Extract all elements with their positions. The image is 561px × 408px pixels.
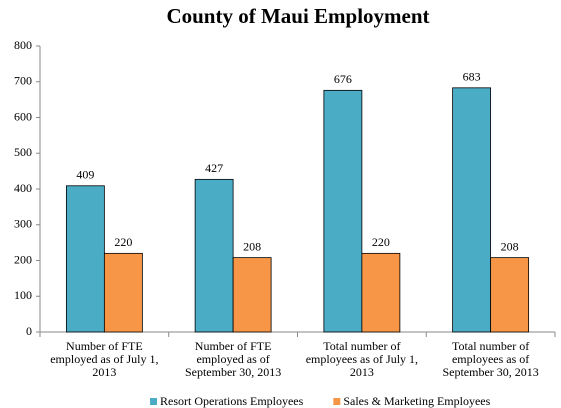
data-label: 208 — [501, 239, 519, 253]
legend-swatch — [150, 398, 157, 405]
data-label: 676 — [334, 72, 352, 86]
data-label: 208 — [243, 239, 261, 253]
x-tick-label: Total number of employees as of July 1, … — [305, 339, 419, 379]
y-tick-label: 800 — [14, 38, 32, 52]
data-label: 409 — [76, 168, 94, 182]
bar — [65, 185, 105, 333]
data-label: 220 — [372, 235, 390, 249]
bar — [490, 257, 530, 333]
y-tick-label: 400 — [14, 181, 32, 195]
legend-label: Resort Operations Employees — [160, 394, 304, 408]
x-tick-label: Number of FTE employed as of July 1, 201… — [50, 339, 159, 379]
x-tick-label: Total number of employees as of Septembe… — [442, 339, 539, 379]
bar — [194, 178, 234, 333]
data-label: 427 — [205, 161, 223, 175]
bar — [452, 87, 492, 333]
y-tick-label: 500 — [14, 145, 32, 159]
bar — [323, 89, 363, 333]
chart-title: County of Maui Employment — [166, 4, 429, 28]
y-tick-label: 200 — [14, 252, 32, 266]
y-tick-label: 600 — [14, 109, 32, 123]
bar — [103, 252, 143, 333]
bar — [232, 257, 272, 333]
data-label: 220 — [114, 235, 132, 249]
y-tick-label: 100 — [14, 288, 32, 302]
bar — [361, 252, 401, 333]
data-label: 683 — [463, 70, 481, 84]
legend-label: Sales & Marketing Employees — [343, 394, 490, 408]
y-tick-label: 300 — [14, 217, 32, 231]
legend-swatch — [333, 398, 341, 405]
y-tick-label: 0 — [26, 324, 32, 338]
y-tick-label: 700 — [14, 74, 32, 88]
x-tick-label: Number of FTE employed as of September 3… — [184, 339, 282, 379]
